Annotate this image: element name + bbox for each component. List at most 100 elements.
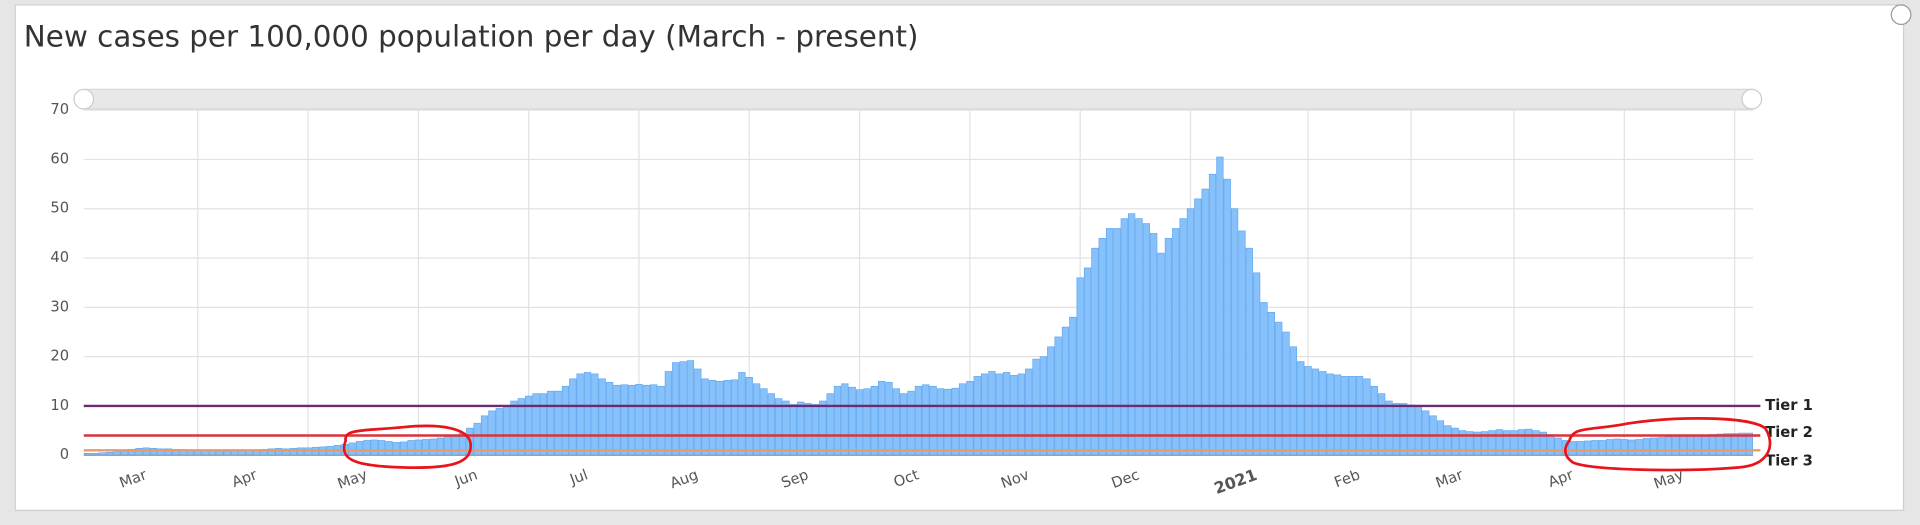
bar (1701, 435, 1709, 456)
slider-handle-right[interactable] (1741, 88, 1763, 110)
bar (1201, 188, 1209, 456)
bar (863, 388, 871, 456)
bar (1253, 272, 1261, 456)
bar (1613, 438, 1621, 456)
bar (1113, 228, 1121, 456)
bar (885, 381, 893, 456)
bar (1179, 218, 1187, 456)
bar (966, 380, 974, 456)
bar (400, 441, 408, 456)
bar (1407, 404, 1415, 456)
range-slider[interactable] (83, 88, 1754, 110)
bar (348, 442, 356, 456)
bar (738, 372, 746, 456)
y-tick-label: 0 (60, 446, 69, 463)
bar (547, 390, 555, 456)
bar (569, 378, 577, 456)
bar (1319, 371, 1327, 456)
y-tick-label: 20 (50, 348, 69, 365)
bar (797, 401, 805, 456)
bar (1400, 403, 1408, 456)
bar (1054, 336, 1062, 456)
bar (973, 376, 981, 456)
bar (811, 404, 820, 456)
bar (1142, 223, 1150, 456)
annotation-circle (342, 424, 472, 469)
expand-icon[interactable] (1890, 4, 1912, 26)
y-tick-label: 50 (50, 200, 69, 217)
bar (370, 439, 378, 456)
expand-button[interactable] (1890, 4, 1912, 26)
bar (1510, 430, 1518, 456)
bar (1458, 430, 1467, 456)
bar (1267, 311, 1275, 456)
bar (1422, 410, 1430, 456)
bar (1032, 358, 1040, 456)
bar (1025, 368, 1033, 456)
bar (414, 439, 422, 456)
bar (1731, 433, 1739, 456)
bar (716, 380, 724, 456)
bar (583, 372, 592, 456)
bar (1664, 436, 1673, 456)
bar (878, 380, 886, 456)
bar (907, 390, 915, 456)
bar (1576, 441, 1584, 456)
bar (635, 383, 643, 456)
bar (510, 400, 518, 456)
bar (1260, 302, 1268, 456)
bar (1120, 218, 1128, 456)
bar (495, 408, 503, 456)
bar (1348, 376, 1356, 456)
bar (1326, 373, 1334, 456)
bar (1010, 375, 1018, 456)
bar (1392, 403, 1400, 456)
x-tick-label: Jul (567, 466, 590, 488)
bar (1157, 252, 1165, 456)
bar (1216, 156, 1224, 456)
bar (1363, 378, 1371, 456)
bar (1532, 430, 1540, 456)
bar (789, 404, 797, 456)
y-tick-label: 30 (50, 298, 69, 315)
bar (753, 383, 761, 456)
bar (1414, 405, 1423, 456)
bar (1304, 366, 1312, 456)
bar (767, 393, 775, 456)
bar (686, 360, 695, 456)
bar (355, 441, 364, 456)
bar (392, 442, 400, 456)
bar (436, 437, 445, 456)
bar (1547, 434, 1555, 456)
bar (385, 441, 393, 456)
bar (1605, 439, 1614, 456)
bar (627, 384, 636, 456)
bar (1694, 434, 1702, 456)
bar (1194, 198, 1202, 456)
bar (1635, 439, 1643, 456)
bar (1650, 437, 1658, 456)
bar (892, 388, 900, 456)
bar (502, 405, 511, 456)
y-tick-label: 60 (50, 150, 69, 167)
bar (532, 393, 540, 456)
bar (407, 440, 415, 456)
bar (304, 447, 312, 456)
bar (1598, 440, 1606, 456)
bar (900, 393, 908, 456)
bar (1554, 437, 1562, 456)
bar (488, 410, 496, 456)
bar (1341, 376, 1349, 456)
bar (848, 386, 856, 456)
bar (1583, 440, 1592, 456)
bar (1642, 438, 1650, 456)
bar (958, 383, 967, 456)
annotation-circle (1563, 417, 1772, 472)
slider-handle-left[interactable] (73, 88, 95, 110)
bar (914, 385, 923, 456)
bar (422, 439, 430, 456)
bar (576, 373, 584, 456)
bar (377, 440, 386, 456)
bar (1238, 230, 1246, 456)
